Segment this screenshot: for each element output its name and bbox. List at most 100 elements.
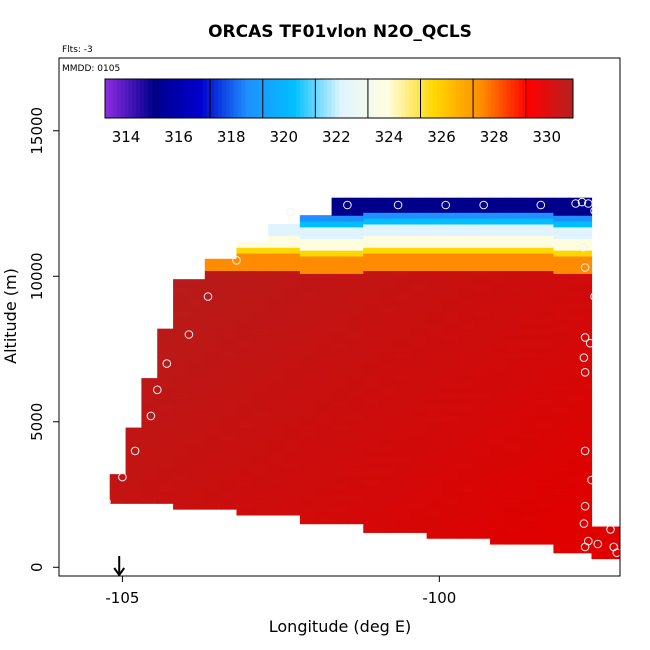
- heatmap-cell: [569, 506, 586, 513]
- heatmap-cell: [442, 381, 459, 388]
- heatmap-cell: [220, 404, 238, 411]
- heatmap-cell: [521, 328, 539, 336]
- heatmap-cell: [299, 238, 317, 245]
- heatmap-cell: [284, 369, 301, 376]
- heatmap-cell: [442, 445, 459, 452]
- heatmap-cell: [505, 427, 523, 434]
- heatmap-cell: [553, 500, 570, 507]
- heatmap-cell: [585, 354, 593, 362]
- colorbar-segment: [245, 79, 250, 118]
- colorbar: 314 316 318 320 322 324 326 328 330: [104, 78, 574, 146]
- heatmap-cell: [315, 325, 333, 333]
- heatmap-cell: [284, 328, 301, 336]
- heatmap-cell: [394, 293, 412, 301]
- heatmap-cell: [173, 404, 190, 411]
- colorbar-segment: [339, 79, 344, 118]
- heatmap-cell: [236, 433, 253, 440]
- colorbar-segment: [222, 79, 227, 118]
- heatmap-cell: [363, 282, 380, 289]
- heatmap-cell: [268, 252, 285, 260]
- heatmap-cell: [157, 415, 174, 423]
- heatmap-cell: [394, 520, 412, 528]
- heatmap-cell: [537, 392, 555, 400]
- heatmap-cell: [299, 360, 317, 368]
- heatmap-cell: [299, 413, 317, 420]
- heatmap-cell: [236, 468, 253, 475]
- y-tick-label: 15000: [28, 107, 46, 155]
- heatmap-cell: [331, 488, 349, 496]
- heatmap-cell: [553, 424, 570, 432]
- heatmap-cell: [553, 401, 570, 408]
- heatmap-cell: [490, 415, 507, 423]
- heatmap-cell: [157, 410, 174, 417]
- colorbar-segment: [319, 79, 324, 118]
- heatmap-cell: [426, 526, 444, 533]
- heatmap-cell: [347, 401, 364, 408]
- heatmap-cell: [426, 491, 444, 499]
- heatmap-cell: [410, 439, 428, 446]
- colorbar-segment: [452, 79, 457, 118]
- heatmap-cell: [426, 479, 444, 487]
- colorbar-segment: [315, 79, 320, 118]
- heatmap-cell: [585, 209, 593, 216]
- heatmap-cell: [426, 287, 444, 295]
- colorbar-segment: [549, 79, 554, 118]
- heatmap-cell: [204, 328, 222, 336]
- heatmap-cell: [569, 395, 586, 402]
- heatmap-cell: [591, 546, 608, 554]
- heatmap-cell: [458, 218, 475, 225]
- heatmap-cell: [458, 197, 475, 202]
- heatmap-cell: [236, 317, 253, 324]
- heatmap-cell: [569, 418, 586, 426]
- heatmap-cell: [426, 328, 444, 336]
- colorbar-segment: [132, 79, 137, 118]
- heatmap-cell: [569, 511, 586, 519]
- chart-title: ORCAS TF01vlon N2O_QCLS: [208, 22, 472, 42]
- heatmap-cell: [268, 270, 285, 277]
- heatmap-cell: [490, 526, 507, 533]
- heatmap-cell: [173, 439, 190, 446]
- heatmap-cell: [585, 477, 593, 484]
- heatmap-cell: [347, 244, 364, 251]
- heatmap-cell: [173, 445, 190, 452]
- colorbar-segment: [229, 79, 235, 118]
- heatmap-cell: [537, 456, 555, 464]
- heatmap-cell: [284, 462, 301, 469]
- heatmap-cell: [347, 308, 364, 315]
- y-tick-label: 10000: [28, 252, 46, 300]
- heatmap-cell: [442, 503, 459, 510]
- heatmap-cell: [410, 456, 428, 464]
- heatmap-cell: [394, 241, 412, 248]
- heatmap-cell: [442, 526, 459, 533]
- heatmap-cell: [569, 232, 586, 240]
- heatmap-cell: [331, 459, 349, 467]
- heatmap-cell: [363, 485, 380, 493]
- heatmap-cell: [157, 427, 174, 434]
- heatmap-cell: [315, 349, 333, 356]
- heatmap-cell: [204, 363, 222, 370]
- y-axis-label: Altitude (m): [1, 268, 20, 364]
- heatmap-cell: [363, 392, 380, 400]
- heatmap-cell: [252, 468, 269, 475]
- heatmap-cell: [347, 331, 364, 338]
- heatmap-cell: [268, 346, 285, 353]
- heatmap-cell: [315, 360, 333, 368]
- heatmap-cell: [553, 279, 570, 286]
- heatmap-cell: [236, 264, 253, 272]
- heatmap-cell: [220, 276, 238, 283]
- heatmap-cell: [553, 343, 570, 350]
- heatmap-cell: [537, 474, 555, 481]
- heatmap-cell: [379, 433, 396, 440]
- colorbar-segment: [253, 79, 258, 118]
- heatmap-cell: [442, 346, 459, 353]
- heatmap-cell: [521, 392, 539, 400]
- colorbar-segment: [467, 79, 473, 118]
- heatmap-cell: [363, 299, 380, 306]
- heatmap-cell: [474, 223, 491, 231]
- heatmap-cell: [268, 258, 285, 266]
- heatmap-cell: [284, 474, 301, 481]
- heatmap-cell: [236, 491, 253, 499]
- heatmap-cell: [474, 276, 491, 283]
- colorbar-segment: [565, 79, 570, 118]
- heatmap-cell: [426, 450, 444, 458]
